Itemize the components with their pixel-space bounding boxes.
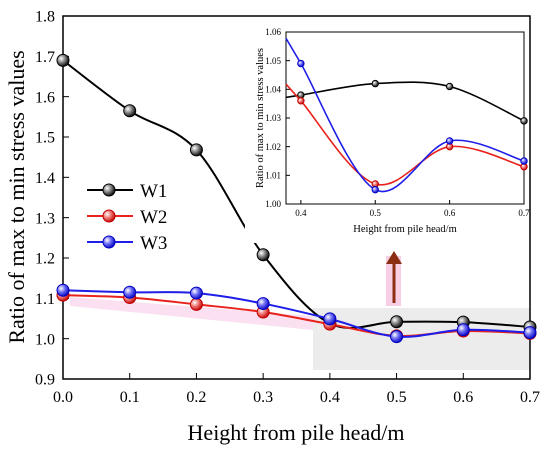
x-tick-label: 0.7 [520,389,540,406]
inset-axis-ticks: 0.4 0.5 0.6 0.7 1.00 1.01 1.02 1.03 1.04 1.05 1.06 [265,27,530,218]
inset-y-tick-label: 1.03 [265,113,281,123]
y-tick-label: 1.4 [35,170,55,187]
x-axis-title: Height from pile head/m [188,420,405,445]
data-point-w3 [123,285,137,299]
data-point-w3 [523,326,537,340]
data-point-w1 [56,53,70,67]
data-point-w1 [256,248,270,262]
data-point-w3 [323,312,337,326]
legend-marker-w3 [102,235,116,249]
legend: W1 W2 W3 [87,181,167,254]
inset-data-point-w1 [520,117,528,125]
y-tick-label: 1.3 [35,210,55,227]
data-point-w3 [390,330,404,344]
y-tick-label: 1.5 [35,130,55,147]
inset-data-point-w1 [371,79,379,88]
data-point-w1 [189,143,203,157]
legend-label-w2: W2 [140,207,167,228]
x-tick-label: 0.4 [320,389,340,406]
y-tick-label: 1.7 [35,49,55,66]
inset-x-tick-label: 0.6 [444,208,456,218]
data-point-w1 [390,315,404,329]
y-tick-label: 1.1 [35,291,55,308]
y-tick-label: 1.8 [35,9,55,26]
inset-y-tick-label: 1.05 [265,56,281,66]
inset-data-point-w2 [297,97,305,105]
inset-background [245,23,527,243]
y-tick-label: 1.2 [35,251,55,268]
series-line-w1 [62,59,531,329]
x-tick-label: 0.5 [387,389,407,406]
x-tick-label: 0.0 [53,389,73,406]
band-shading [70,297,313,330]
legend-marker-w1 [102,183,116,197]
x-tick-label: 0.2 [186,389,206,406]
inset-y-tick-label: 1.00 [265,199,281,209]
zoom-region-highlight [313,308,530,370]
data-point-w3 [56,283,70,297]
legend-label-w3: W3 [140,233,167,254]
main-axis-ticks: 0.0 0.1 0.2 0.3 0.4 0.5 0.6 0.7 0.9 1.0 1.1 1.2 1.3 1… [35,9,540,406]
data-point-w3 [456,323,470,337]
data-point-w2 [189,297,203,311]
inset-y-tick-label: 1.06 [265,27,281,37]
inset-x-axis-title: Height from pile head/m [353,224,457,235]
inset-series-group [285,37,528,194]
x-tick-label: 0.6 [453,389,473,406]
data-point-w3 [189,286,203,300]
legend-label-w1: W1 [140,181,167,202]
y-tick-label: 1.6 [35,89,55,106]
main-series-group [56,53,537,344]
inset-x-tick-label: 0.4 [295,208,307,218]
inset-y-tick-label: 1.02 [265,142,281,152]
inset-y-tick-label: 1.01 [265,170,281,180]
x-tick-label: 0.3 [253,389,273,406]
y-tick-label: 1.0 [35,331,55,348]
inset-data-point-w3 [520,157,528,165]
inset-data-point-w3 [445,137,454,145]
inset-chart: 0.4 0.5 0.6 0.7 1.00 1.01 1.02 1.03 1.04 1.05 1.06… [245,23,530,243]
inset-x-tick-label: 0.5 [370,208,382,218]
y-axis-title: Ratio of max to min stress values [4,50,29,343]
inset-data-point-w3 [371,185,379,194]
data-point-w1 [123,104,137,118]
inset-y-axis-title: Ratio of max to min stress values [255,48,266,188]
inset-data-point-w3 [297,59,305,68]
zoom-arrow [386,251,402,306]
x-tick-label: 0.1 [120,389,140,406]
inset-y-tick-label: 1.04 [265,84,281,94]
inset-data-point-w1 [445,82,454,91]
y-tick-label: 0.9 [35,372,55,389]
main-plot-frame [62,15,531,380]
legend-marker-w2 [102,209,116,223]
data-point-w3 [256,297,270,311]
inset-x-tick-label: 0.7 [518,208,530,218]
